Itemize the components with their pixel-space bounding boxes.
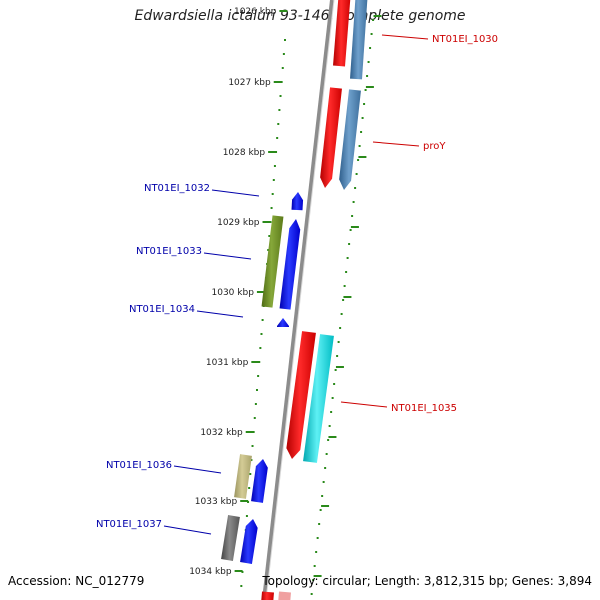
tick-label: 1033 kbp xyxy=(195,497,238,507)
gene-NT01EI_1037-gray[interactable] xyxy=(221,515,240,561)
gene-NT01EI_1033-blue[interactable] xyxy=(279,219,301,310)
gene-NT01EI_1035-red[interactable] xyxy=(286,331,316,459)
gene-NT01EI_1035-cyan[interactable] xyxy=(303,334,334,463)
gene-label-leader xyxy=(203,252,252,260)
gene-label[interactable]: NT01EI_1037 xyxy=(96,519,162,530)
tick-label: 1032 kbp xyxy=(200,428,243,438)
gene-partial-pink[interactable] xyxy=(278,591,291,600)
gene-label-leader xyxy=(196,310,244,318)
tick-label: 1027 kbp xyxy=(228,78,271,88)
genome-backbone-highlight xyxy=(265,0,335,600)
genome-backbone xyxy=(262,0,334,600)
gene-NT01EI_1030-red[interactable] xyxy=(333,0,351,67)
gene-NT01EI_1036-blue[interactable] xyxy=(251,459,268,503)
tick-label: 1026 kbp xyxy=(234,7,277,17)
gene-label-leader xyxy=(211,189,260,197)
tick-label: 1029 kbp xyxy=(217,218,260,228)
gene-label[interactable]: NT01EI_1030 xyxy=(432,34,498,45)
accession-text: Accession: NC_012779 xyxy=(8,574,145,588)
gene-NT01EI_1034[interactable] xyxy=(277,318,289,327)
gene-NT01EI_1032[interactable] xyxy=(291,192,304,211)
tick-layer: 1026 kbp 1027 kbp 1028 kbp 1029 kbp 1030 kbp… xyxy=(189,7,382,595)
gene-label[interactable]: NT01EI_1034 xyxy=(129,304,195,315)
gene-label[interactable]: NT01EI_1033 xyxy=(136,246,202,257)
gene-NT01EI_1030-steel[interactable] xyxy=(350,0,368,80)
gene-label-leader xyxy=(173,465,222,474)
gene-label[interactable]: NT01EI_1036 xyxy=(106,460,172,471)
gene-label-leader xyxy=(340,401,388,408)
gene-proY-steel[interactable] xyxy=(339,89,361,190)
tick-label: 1031 kbp xyxy=(206,358,249,368)
gene-label[interactable]: NT01EI_1032 xyxy=(144,183,210,194)
gene-label[interactable]: proY xyxy=(423,141,446,152)
gene-label-leader xyxy=(381,34,429,40)
gene-label-leader xyxy=(163,525,212,535)
gene-label[interactable]: NT01EI_1035 xyxy=(391,403,457,414)
gene-label-leader xyxy=(372,141,420,147)
gene-NT01EI_1037-blue[interactable] xyxy=(240,519,258,564)
gene-partial-red[interactable] xyxy=(261,591,274,600)
map-title: Edwardsiella ictaluri 93-146, complete g… xyxy=(134,8,466,24)
gene-NT01EI_1033-olive[interactable] xyxy=(261,215,284,308)
gene-layer xyxy=(221,0,368,600)
gene-NT01EI_1036-khaki[interactable] xyxy=(234,454,252,499)
tick-label: 1030 kbp xyxy=(212,288,255,298)
topology-text: Topology: circular; Length: 3,812,315 bp… xyxy=(262,574,592,588)
label-layer: NT01EI_1030 proY NT01EI_1032 NT01EI_1033 NT0… xyxy=(96,34,498,535)
tick-label: 1034 kbp xyxy=(189,567,232,577)
tick-label: 1028 kbp xyxy=(223,148,266,158)
gene-proY-red[interactable] xyxy=(320,87,342,188)
